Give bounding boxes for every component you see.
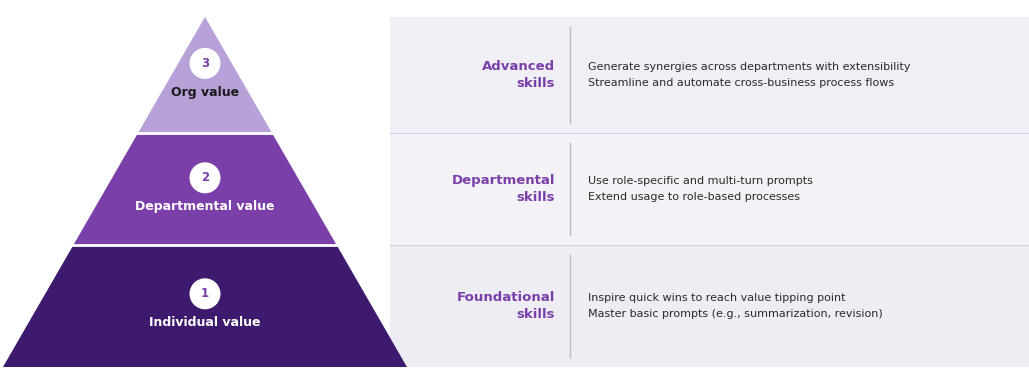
Polygon shape (0, 17, 205, 133)
Circle shape (189, 48, 220, 79)
Text: Generate synergies across departments with extensibility: Generate synergies across departments wi… (588, 62, 911, 72)
Text: 1: 1 (201, 287, 209, 300)
Text: Departmental
skills: Departmental skills (452, 174, 555, 204)
Polygon shape (3, 245, 407, 367)
Text: Org value: Org value (171, 86, 239, 99)
Bar (0, 133, 1029, 245)
Text: 3: 3 (201, 57, 209, 70)
Text: Extend usage to role-based processes: Extend usage to role-based processes (588, 192, 800, 202)
Text: Inspire quick wins to reach value tipping point: Inspire quick wins to reach value tippin… (588, 293, 846, 303)
Polygon shape (0, 245, 73, 367)
Polygon shape (336, 245, 407, 367)
Polygon shape (0, 133, 138, 245)
Polygon shape (138, 17, 272, 133)
Text: 2: 2 (201, 171, 209, 184)
Polygon shape (73, 133, 336, 245)
Bar (0, 17, 1029, 133)
Polygon shape (272, 133, 390, 245)
Text: Use role-specific and multi-turn prompts: Use role-specific and multi-turn prompts (588, 176, 813, 186)
Text: Foundational
skills: Foundational skills (457, 291, 555, 321)
Text: Individual value: Individual value (149, 316, 260, 329)
Polygon shape (205, 17, 390, 133)
Text: Departmental value: Departmental value (135, 200, 275, 213)
Bar (0, 245, 1029, 367)
Text: Master basic prompts (e.g., summarization, revision): Master basic prompts (e.g., summarizatio… (588, 309, 883, 319)
Text: Advanced
skills: Advanced skills (482, 60, 555, 90)
Text: Streamline and automate cross-business process flows: Streamline and automate cross-business p… (588, 78, 894, 88)
Circle shape (189, 162, 220, 193)
Circle shape (189, 278, 220, 309)
